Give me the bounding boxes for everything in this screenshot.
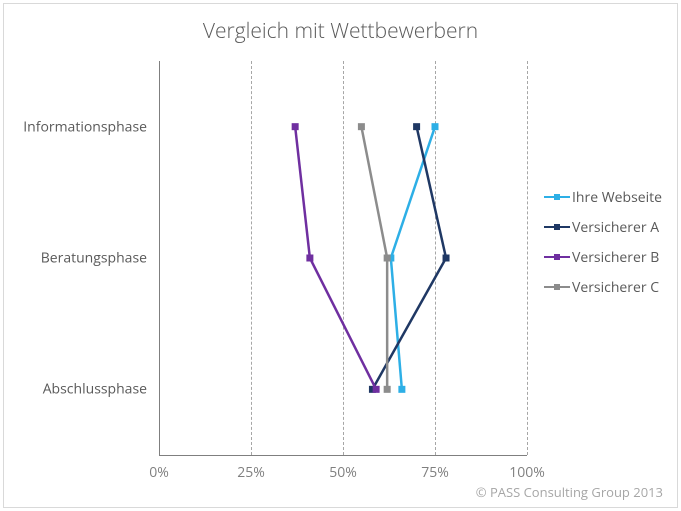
plot-area — [159, 61, 527, 455]
legend-swatch — [544, 280, 570, 294]
y-category-label: Abschlussphase — [4, 380, 147, 399]
series-line — [391, 127, 435, 390]
legend-item: Versicherer B — [544, 242, 662, 272]
chart-frame: Vergleich mit Wettbewerbern 0% 25% 50% 75% 1… — [3, 3, 678, 508]
legend-label: Versicherer A — [572, 218, 659, 237]
x-axis-line — [159, 455, 527, 456]
series-line — [372, 127, 446, 390]
series-marker — [384, 255, 391, 262]
y-category-label: Beratungsphase — [4, 249, 147, 268]
grid-line — [527, 61, 528, 455]
series-marker — [358, 123, 365, 130]
legend: Ihre Webseite Versicherer A Versicherer B V… — [544, 182, 662, 302]
x-tick-label: 50% — [329, 463, 357, 482]
legend-label: Versicherer B — [572, 248, 659, 267]
series-marker — [432, 123, 439, 130]
legend-label: Ihre Webseite — [572, 188, 662, 207]
series-marker — [443, 255, 450, 262]
series-layer — [159, 61, 527, 455]
legend-swatch — [544, 220, 570, 234]
x-tick-label: 0% — [149, 463, 169, 482]
series-marker — [413, 123, 420, 130]
series-marker — [292, 123, 299, 130]
legend-item: Versicherer A — [544, 212, 662, 242]
legend-swatch — [544, 190, 570, 204]
y-category-label: Informationsphase — [4, 117, 147, 136]
legend-swatch — [544, 250, 570, 264]
series-marker — [373, 386, 380, 393]
chart-title: Vergleich mit Wettbewerbern — [4, 17, 677, 45]
series-marker — [306, 255, 313, 262]
x-tick-label: 25% — [237, 463, 265, 482]
legend-item: Ihre Webseite — [544, 182, 662, 212]
copyright-text: © PASS Consulting Group 2013 — [476, 483, 663, 501]
legend-label: Versicherer C — [572, 278, 659, 297]
x-tick-label: 100% — [509, 463, 545, 482]
legend-item: Versicherer C — [544, 272, 662, 302]
series-marker — [384, 386, 391, 393]
x-tick-label: 75% — [421, 463, 449, 482]
series-line — [361, 127, 387, 390]
series-marker — [398, 386, 405, 393]
